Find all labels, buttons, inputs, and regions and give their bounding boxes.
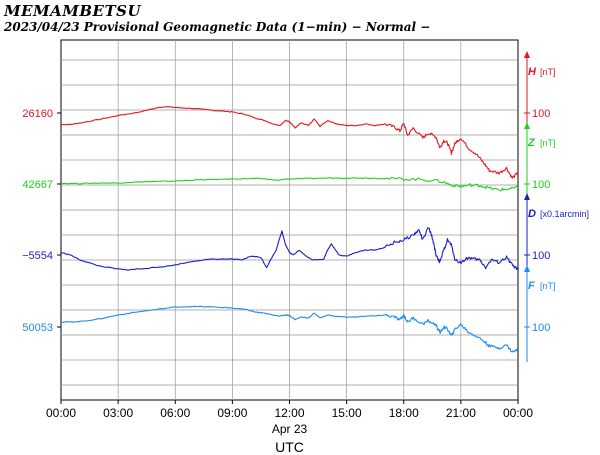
series-unit-label: [nT] <box>540 67 556 77</box>
x-axis-title: UTC <box>275 439 304 455</box>
series-base-label: 42667 <box>22 179 53 191</box>
series-unit-label: [x0.1arcmin] <box>540 209 589 219</box>
series-unit-label: [nT] <box>540 281 556 291</box>
x-tick-label: 09:00 <box>217 406 247 420</box>
station-title: MEMAMBETSU <box>4 2 142 20</box>
series-name-label: Z <box>527 137 536 149</box>
chart-subtitle: 2023/04/23 Provisional Geomagnetic Data … <box>4 20 431 34</box>
scale-value-label: 100 <box>532 322 550 334</box>
series-name-label: F <box>528 280 535 292</box>
x-tick-label: 06:00 <box>160 406 190 420</box>
series-line-d <box>60 227 519 271</box>
scale-value-label: 100 <box>532 179 550 191</box>
series-base-label: 26160 <box>22 108 53 120</box>
scale-value-label: 100 <box>532 108 550 120</box>
series-unit-label: [nT] <box>540 138 556 148</box>
series-line-f <box>61 305 519 353</box>
x-tick-label: 00:00 <box>46 406 76 420</box>
x-tick-label: 21:00 <box>446 406 476 420</box>
x-date-label: Apr 23 <box>272 422 308 436</box>
series-name-label: H <box>528 66 537 78</box>
x-tick-label: 12:00 <box>274 406 304 420</box>
series-base-label: −5554 <box>22 250 53 262</box>
scale-value-label: 100 <box>532 250 550 262</box>
x-tick-label: 03:00 <box>103 406 133 420</box>
scale-arrow <box>524 193 530 200</box>
series-line-h <box>61 106 519 179</box>
scale-arrow <box>524 51 530 58</box>
series-name-label: D <box>528 208 536 220</box>
scale-arrow <box>524 122 530 129</box>
scale-arrow <box>524 265 530 272</box>
x-tick-label: 00:00 <box>503 406 533 420</box>
series-base-label: 50053 <box>22 322 53 334</box>
series-line-z <box>60 176 519 192</box>
x-tick-label: 15:00 <box>332 406 362 420</box>
x-tick-label: 18:00 <box>389 406 419 420</box>
